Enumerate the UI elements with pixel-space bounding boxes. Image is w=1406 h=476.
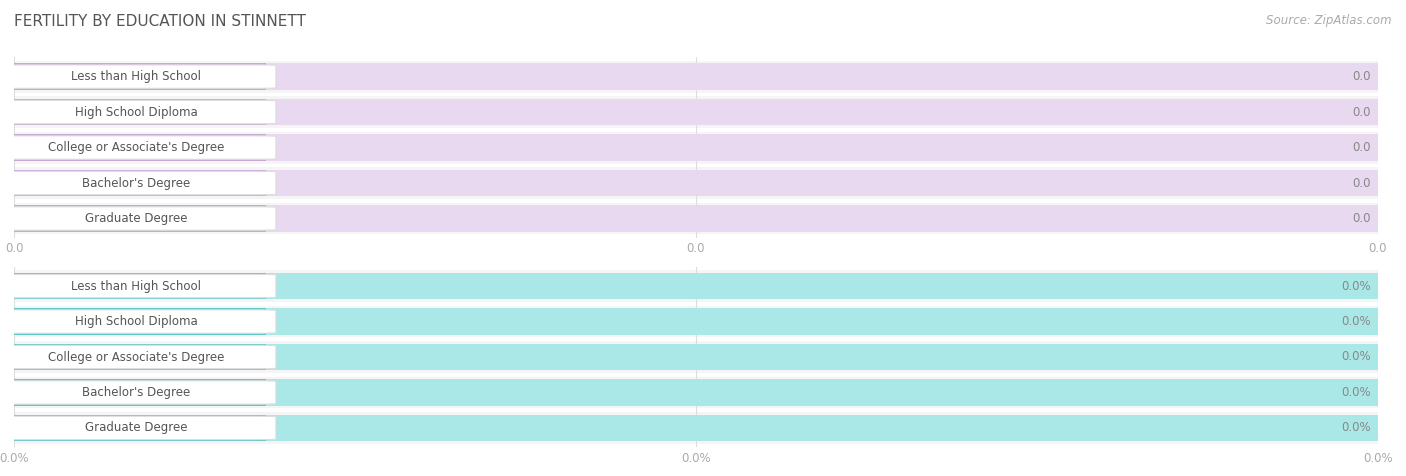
Text: Source: ZipAtlas.com: Source: ZipAtlas.com bbox=[1267, 14, 1392, 27]
Text: 0.0%: 0.0% bbox=[1341, 386, 1371, 399]
Bar bbox=[14, 63, 266, 90]
Bar bbox=[14, 134, 1378, 161]
Text: Graduate Degree: Graduate Degree bbox=[84, 212, 187, 225]
Text: 0.0%: 0.0% bbox=[1341, 279, 1371, 293]
Bar bbox=[14, 60, 1378, 93]
Bar bbox=[14, 341, 1378, 373]
Bar bbox=[14, 377, 1378, 408]
Bar bbox=[14, 308, 266, 335]
FancyBboxPatch shape bbox=[0, 345, 276, 369]
Text: Graduate Degree: Graduate Degree bbox=[84, 421, 187, 435]
Bar bbox=[14, 205, 1378, 232]
Text: High School Diploma: High School Diploma bbox=[75, 315, 197, 328]
Text: 0.0: 0.0 bbox=[1353, 106, 1371, 119]
Text: 0.0: 0.0 bbox=[1353, 70, 1371, 83]
Bar bbox=[14, 170, 266, 196]
FancyBboxPatch shape bbox=[0, 207, 276, 230]
Bar bbox=[14, 344, 266, 370]
Bar bbox=[14, 412, 1378, 444]
Text: Bachelor's Degree: Bachelor's Degree bbox=[82, 386, 190, 399]
Text: 0.0%: 0.0% bbox=[1341, 315, 1371, 328]
FancyBboxPatch shape bbox=[0, 100, 276, 124]
Bar bbox=[14, 205, 266, 232]
FancyBboxPatch shape bbox=[0, 381, 276, 404]
Bar bbox=[14, 306, 1378, 337]
Bar bbox=[14, 379, 266, 406]
Text: FERTILITY BY EDUCATION IN STINNETT: FERTILITY BY EDUCATION IN STINNETT bbox=[14, 14, 307, 30]
Bar bbox=[14, 99, 1378, 125]
FancyBboxPatch shape bbox=[0, 136, 276, 159]
Text: 0.0: 0.0 bbox=[1353, 212, 1371, 225]
FancyBboxPatch shape bbox=[0, 416, 276, 440]
Bar bbox=[14, 99, 266, 125]
Bar bbox=[14, 273, 266, 299]
Bar bbox=[14, 270, 1378, 302]
Text: 0.0%: 0.0% bbox=[1341, 421, 1371, 435]
FancyBboxPatch shape bbox=[0, 310, 276, 333]
Text: 0.0: 0.0 bbox=[1353, 141, 1371, 154]
Bar bbox=[14, 170, 1378, 196]
Bar bbox=[14, 131, 1378, 164]
Text: 0.0%: 0.0% bbox=[1341, 350, 1371, 364]
Bar bbox=[14, 273, 1378, 299]
Text: High School Diploma: High School Diploma bbox=[75, 106, 197, 119]
Bar bbox=[14, 415, 1378, 441]
FancyBboxPatch shape bbox=[0, 171, 276, 195]
FancyBboxPatch shape bbox=[0, 274, 276, 298]
Bar bbox=[14, 415, 266, 441]
Bar bbox=[14, 63, 1378, 90]
Bar bbox=[14, 134, 266, 161]
Text: 0.0: 0.0 bbox=[1353, 177, 1371, 189]
Text: Bachelor's Degree: Bachelor's Degree bbox=[82, 177, 190, 189]
Text: Less than High School: Less than High School bbox=[72, 279, 201, 293]
Text: College or Associate's Degree: College or Associate's Degree bbox=[48, 141, 225, 154]
Bar bbox=[14, 379, 1378, 406]
Bar bbox=[14, 202, 1378, 235]
Bar bbox=[14, 167, 1378, 199]
Bar bbox=[14, 344, 1378, 370]
Bar bbox=[14, 96, 1378, 128]
FancyBboxPatch shape bbox=[0, 65, 276, 89]
Text: Less than High School: Less than High School bbox=[72, 70, 201, 83]
Bar bbox=[14, 308, 1378, 335]
Text: College or Associate's Degree: College or Associate's Degree bbox=[48, 350, 225, 364]
